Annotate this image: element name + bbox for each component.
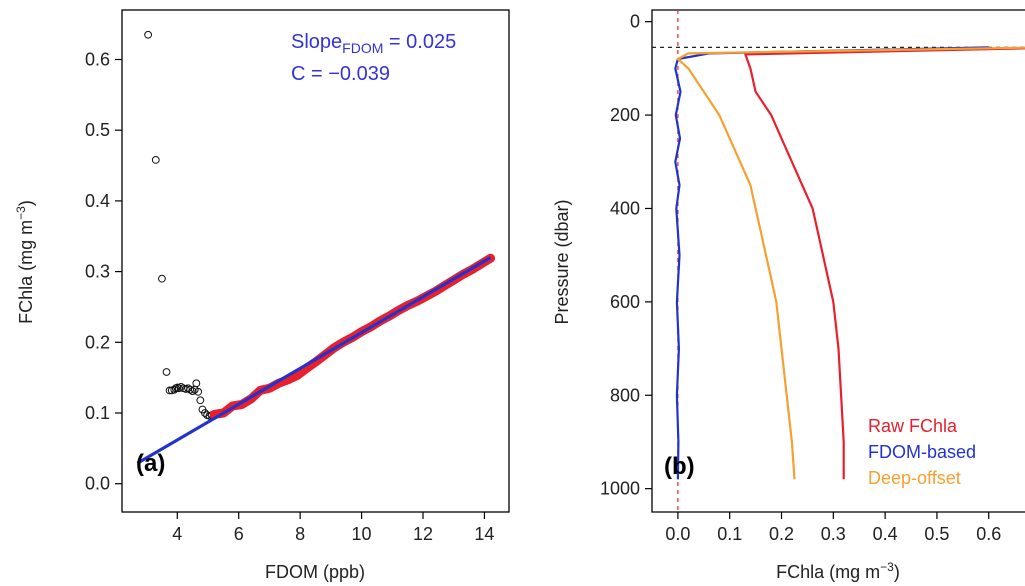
x-tick-label: 14 <box>474 524 494 544</box>
deep-offset-profile-line <box>676 46 1025 480</box>
x-tick-label: 0.0 <box>665 524 690 544</box>
y-tick-label: 0.2 <box>85 332 110 352</box>
panel-b-y-axis: 0 200 400 600 800 1000 <box>600 12 652 499</box>
y-tick-label: 0.0 <box>85 474 110 494</box>
x-tick-label: 10 <box>352 524 372 544</box>
x-tick-label: 0.5 <box>924 524 949 544</box>
panel-a-fit-line <box>136 256 492 465</box>
panel-b-x-axis: 0.0 0.1 0.2 0.3 0.4 0.5 0.6 <box>665 512 1001 544</box>
x-tick-label: 0.3 <box>821 524 846 544</box>
regression-line <box>136 256 492 465</box>
y-tick-label: 0.1 <box>85 403 110 423</box>
y-tick-label: 0 <box>630 12 640 32</box>
y-tick-label: 1000 <box>600 479 640 499</box>
panel-a: 4 6 8 10 12 14 0.0 0.1 0.2 0.3 0.4 0.5 0.6 FDOM (pp… <box>14 9 510 582</box>
panel-a-label: (a) <box>136 450 165 477</box>
x-tick-label: 6 <box>234 524 244 544</box>
panel-b-profiles <box>674 46 1025 480</box>
panel-b-frame <box>651 9 1025 513</box>
x-tick-label: 8 <box>295 524 305 544</box>
y-tick-label: 0.4 <box>85 191 110 211</box>
y-tick-label: 200 <box>610 105 640 125</box>
panel-a-open-points <box>144 30 222 420</box>
x-tick-label: 0.1 <box>717 524 742 544</box>
y-tick-label: 400 <box>610 198 640 218</box>
data-point <box>196 396 205 405</box>
panel-b-x-label: FChla (mg m−3) <box>776 560 900 582</box>
intercept-annotation: C = −0.039 <box>291 63 390 85</box>
legend-raw-fchla: Raw FChla <box>868 416 958 436</box>
panel-a-frame <box>121 9 510 513</box>
x-tick-label: 12 <box>413 524 433 544</box>
data-point <box>188 387 197 395</box>
red-data-point <box>284 376 291 383</box>
data-point <box>158 274 166 283</box>
y-tick-label: 0.6 <box>85 49 110 69</box>
y-tick-label: 800 <box>610 385 640 405</box>
panel-a-x-label: FDOM (ppb) <box>265 562 365 582</box>
panel-a-y-label: FChla (mg m−3) <box>14 200 36 324</box>
data-point <box>151 155 160 164</box>
data-point <box>194 387 203 396</box>
x-tick-label: 0.2 <box>769 524 794 544</box>
x-tick-label: 0.6 <box>976 524 1001 544</box>
data-point <box>144 30 153 39</box>
data-point <box>192 379 201 388</box>
x-tick-label: 4 <box>172 524 182 544</box>
raw-fchla-profile-line <box>744 47 1025 480</box>
fdom-based-profile-line <box>674 46 989 480</box>
panel-a-x-axis: 4 6 8 10 12 14 <box>172 512 494 544</box>
panel-b-label: (b) <box>664 453 695 480</box>
panel-b-reference-lines <box>652 10 1025 512</box>
panel-b: 0.0 0.1 0.2 0.3 0.4 0.5 0.6 02004006008001000 … <box>552 9 1025 582</box>
y-tick-label: 0.3 <box>85 262 110 282</box>
data-point <box>162 368 171 376</box>
legend-fdom-based: FDOM-based <box>868 442 976 462</box>
legend-deep-offset: Deep-offset <box>868 468 961 488</box>
red-data-point <box>294 372 301 379</box>
y-tick-label: 0.5 <box>85 120 110 140</box>
slope-annotation: SlopeFDOM = 0.025 <box>291 31 456 56</box>
panel-a-y-axis: 0.0 0.1 0.2 0.3 0.4 0.5 0.6 <box>85 49 122 494</box>
y-tick-label: 600 <box>610 292 640 312</box>
panel-b-y-label: Pressure (dbar) <box>552 199 572 324</box>
x-tick-label: 0.4 <box>873 524 898 544</box>
